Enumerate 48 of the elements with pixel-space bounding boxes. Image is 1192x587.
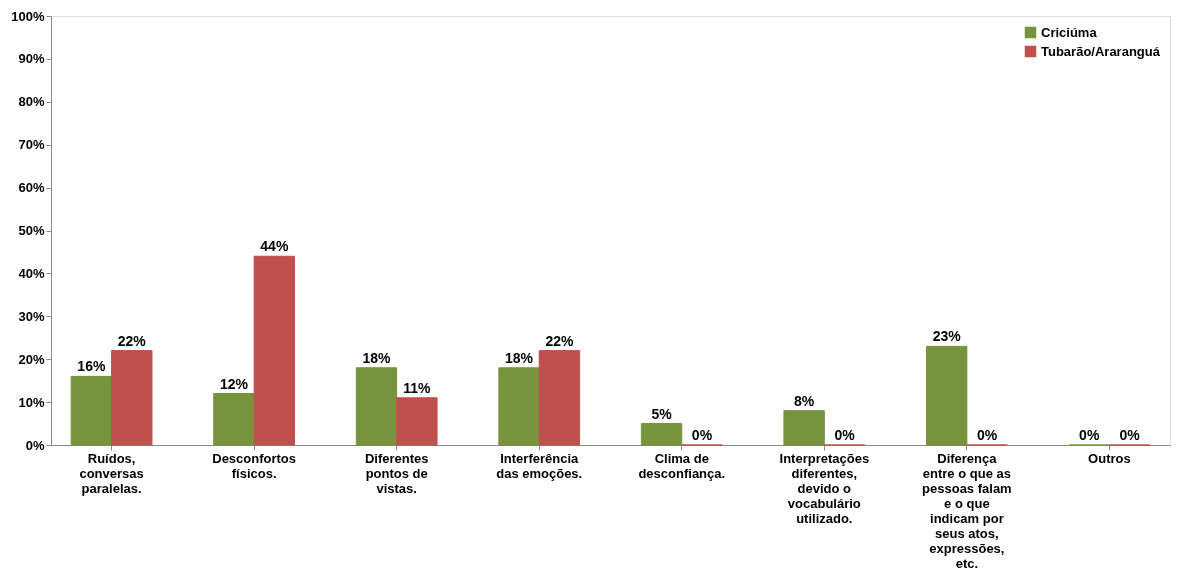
- data-label: 23%: [932, 328, 962, 345]
- x-tick-label: Desconfortos físicos.: [212, 450, 297, 481]
- x-tick-label: Interpretações diferentes, devido o vocabulário utilizado.: [779, 450, 870, 526]
- x-tick-label: Diferentes pontos de vistas.: [364, 450, 429, 496]
- x-tick-label: Clima de desconfiança.: [638, 450, 726, 481]
- legend-label: Tubarão/Araranguá: [1041, 43, 1161, 59]
- y-tick-label: 20%: [18, 351, 45, 367]
- data-label: 0%: [976, 427, 998, 443]
- bar: [925, 345, 968, 446]
- data-label: 5%: [651, 405, 673, 422]
- x-tick-label: Ruídos, conversas paralelas.: [79, 450, 144, 496]
- y-tick-label: 50%: [18, 223, 45, 238]
- bar: [783, 410, 825, 446]
- data-label: 16%: [77, 358, 106, 375]
- bar: [111, 350, 153, 446]
- y-tick-label: 40%: [18, 265, 45, 281]
- bar: [213, 393, 255, 446]
- bar: [355, 367, 398, 446]
- data-label: 0%: [1079, 427, 1100, 443]
- data-label: 22%: [545, 332, 574, 349]
- x-tick-label: Outros: [1088, 450, 1131, 466]
- data-label: 0%: [1119, 427, 1141, 443]
- data-label: 22%: [117, 332, 147, 349]
- y-tick-label: 30%: [18, 308, 45, 324]
- y-tick-label: 80%: [18, 94, 45, 110]
- data-label: 8%: [794, 392, 815, 409]
- bar: [396, 397, 438, 446]
- bar: [640, 423, 683, 446]
- data-label: 18%: [362, 349, 392, 366]
- data-label: 0%: [834, 427, 856, 443]
- y-tick-label: 100%: [11, 8, 45, 24]
- y-tick-label: 70%: [18, 137, 45, 153]
- data-label: 12%: [219, 375, 249, 392]
- data-label: 18%: [505, 349, 534, 366]
- y-tick-label: 60%: [18, 180, 45, 196]
- data-label: 11%: [403, 379, 432, 396]
- y-tick-label: 10%: [18, 394, 45, 410]
- bar: [498, 367, 540, 446]
- bar: [70, 375, 113, 446]
- data-label: 0%: [691, 427, 713, 443]
- data-label: 44%: [260, 238, 289, 255]
- legend-label: Criciúma: [1041, 24, 1098, 40]
- y-tick-label: 0%: [25, 437, 45, 453]
- bar: [538, 350, 581, 446]
- y-tick-label: 90%: [18, 51, 45, 67]
- x-tick-label: Diferença entre o que as pessoas falam e o que indicam por seus atos, expressões, etc.: [922, 450, 1012, 571]
- x-tick-label: Interferência das emoções.: [496, 450, 583, 481]
- bar: [253, 255, 296, 446]
